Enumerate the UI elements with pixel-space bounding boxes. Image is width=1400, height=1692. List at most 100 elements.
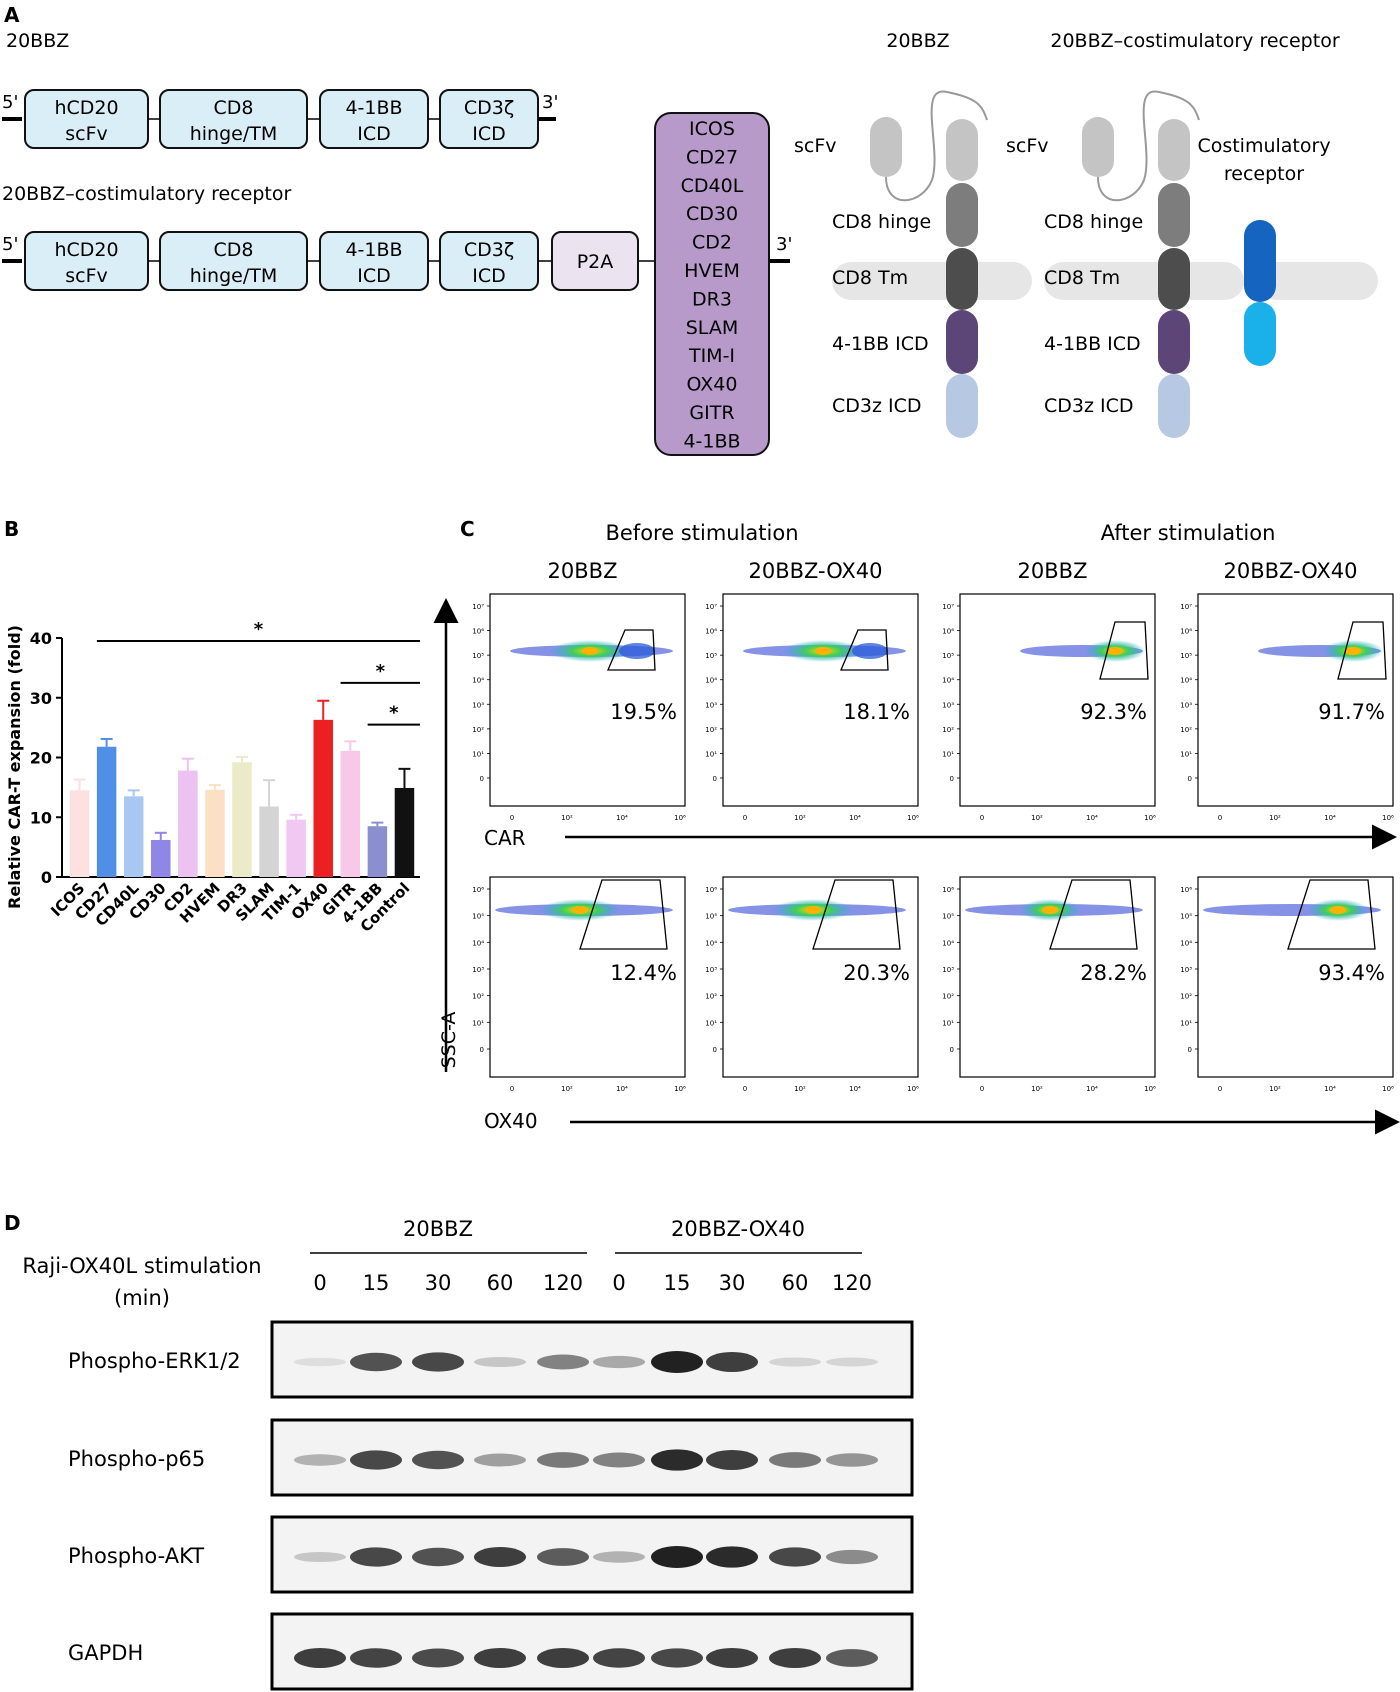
- blot-band: [651, 1546, 703, 1568]
- receptor-list-item: TIM-I: [688, 345, 735, 367]
- gene-box-line2: hinge/TM: [190, 265, 278, 287]
- bar-4-1bb: [367, 826, 388, 877]
- gene-box-hcd20: hCD20 scFv: [24, 231, 149, 291]
- timepoint-label: 15: [363, 1271, 390, 1295]
- gene-box-line1: 4-1BB: [345, 97, 402, 119]
- gene-box-line2: ICD: [472, 123, 506, 145]
- blot-band: [651, 1449, 703, 1471]
- flow-ytick-label: 10⁴: [705, 677, 717, 685]
- receptor-list-item: CD27: [686, 146, 738, 168]
- flow-ytick-label: 0: [950, 775, 954, 783]
- gene-box-line2: ICD: [357, 265, 391, 287]
- panel-a: A 20BBZ 5' 3' hCD20scFvCD8hinge/TM4-1BBI…: [2, 3, 1378, 456]
- flow-ytick-label: 10⁷: [1180, 603, 1192, 611]
- construct1-name: 20BBZ: [6, 30, 69, 52]
- construct2-name: 20BBZ–costimulatory receptor: [2, 183, 291, 205]
- flow-xtick-label: 10⁴: [616, 814, 628, 822]
- flow-column-header: 20BBZ-OX40: [1223, 559, 1357, 583]
- flow-plot: 10⁶ 10⁵ 10⁴ 10³ 10² 10¹ 0 0 10² 10⁴ 10⁶ 28.2%: [942, 876, 1156, 1093]
- gene-box-line2: hinge/TM: [190, 123, 278, 145]
- flow-ytick-label: 10⁴: [472, 939, 484, 947]
- flow-event-secondary: [852, 643, 888, 659]
- flow-gate: [1287, 879, 1376, 950]
- bar-cd40l: [123, 796, 144, 877]
- construct2-five-prime: 5': [2, 234, 18, 255]
- blot-band: [706, 1648, 758, 1668]
- panel-c-letter: C: [460, 517, 475, 541]
- flow-ytick-label: 10¹: [472, 750, 484, 758]
- flow-xtick-label: 0: [510, 814, 514, 822]
- flow-ytick-label: 10³: [705, 701, 717, 709]
- construct1-three-prime: 3': [542, 92, 558, 113]
- blot-band: [350, 1648, 402, 1668]
- p2a-label: P2A: [577, 251, 614, 273]
- flow-column-headers: 20BBZ 20BBZ-OX40 20BBZ 20BBZ-OX40: [548, 559, 1358, 583]
- gene-box-cd3: CD3ζ ICD: [439, 231, 539, 291]
- flow-xtick-label: 10⁶: [907, 1085, 919, 1093]
- costim-receptor-ext: [1244, 220, 1276, 302]
- flow-plot-frame: [959, 593, 1156, 807]
- flow-xtick-label: 10⁴: [1086, 814, 1098, 822]
- flow-xtick-label: 10²: [1031, 814, 1043, 822]
- schematic1-car: scFv CD8 hinge CD8 Tm 4-1BB ICD CD3z ICD: [794, 90, 1032, 438]
- receptor-list-item: SLAM: [686, 317, 738, 339]
- blot-band: [769, 1452, 821, 1468]
- receptor-list-item: GITR: [689, 402, 734, 424]
- group2-label: 20BBZ-OX40: [671, 1217, 805, 1241]
- construct2-gene-boxes: hCD20 scFv CD8 hinge/TM 4-1BB ICD CD3ζ ICD: [2, 231, 790, 291]
- cd8-hinge-label: CD8 hinge: [1044, 211, 1143, 233]
- flow-ytick-label: 10²: [942, 726, 954, 734]
- blot-band: [769, 1547, 821, 1567]
- flow-event-peak: [815, 647, 831, 655]
- flow-ytick-label: 10⁴: [942, 939, 954, 947]
- flow-ytick-label: 10³: [1180, 701, 1192, 709]
- gene-box-hcd20: hCD20 scFv: [24, 89, 149, 149]
- flow-ytick-label: 10²: [1180, 993, 1192, 1001]
- flow-xtick-label: 0: [980, 1085, 984, 1093]
- flow-plot: 10⁷ 10⁶ 10⁵ 10⁴ 10³ 10² 10¹ 0 0 10² 10⁴ 10⁶ 91.7%: [1180, 593, 1394, 822]
- flow-ytick-label: 10²: [705, 726, 717, 734]
- stimulation-unit: (min): [114, 1286, 170, 1310]
- flow-gate-percent: 18.1%: [843, 700, 910, 724]
- flow-plot: 10⁷ 10⁶ 10⁵ 10⁴ 10³ 10² 10¹ 0 0 10² 10⁴ 10⁶ 92.3%: [942, 593, 1156, 822]
- flow-ytick-label: 10¹: [942, 1019, 954, 1027]
- blot-band: [706, 1450, 758, 1470]
- receptor-list-item: 4-1BB: [683, 430, 740, 452]
- flow-xtick-label: 0: [1218, 814, 1222, 822]
- blot-band: [412, 1547, 464, 1567]
- blot-band: [294, 1454, 346, 1466]
- blot-phospho-p65: Phospho-p65: [68, 1418, 914, 1497]
- bar-chart-ytick-label: 10: [30, 808, 52, 827]
- blot-band: [350, 1450, 402, 1470]
- bar-chart-ylabel: Relative CAR-T expansion (fold): [5, 625, 24, 909]
- flow-gate: [607, 629, 656, 671]
- 4-1bb-icd-domain: [946, 310, 978, 374]
- flow-plot: 10⁶ 10⁵ 10⁴ 10³ 10² 10¹ 0 0 10² 10⁴ 10⁶ 20.3%: [705, 876, 919, 1093]
- gene-box-cd8: CD8 hinge/TM: [159, 89, 308, 149]
- scfv-label: scFv: [794, 135, 837, 157]
- cd8-tm-label: CD8 Tm: [1044, 267, 1120, 289]
- p2a-box: P2A: [551, 231, 639, 291]
- blot-band: [474, 1356, 526, 1368]
- flow-ytick-label: 10⁶: [705, 886, 717, 894]
- gene-box-41bb: 4-1BB ICD: [319, 89, 429, 149]
- flow-ytick-label: 10¹: [1180, 750, 1192, 758]
- schematic1-title: 20BBZ: [886, 30, 949, 52]
- flow-ytick-label: 10¹: [1180, 1019, 1192, 1027]
- blot-band: [474, 1453, 526, 1467]
- costim-receptor-icd: [1244, 302, 1276, 366]
- bar-slam: [259, 806, 279, 877]
- flow-ytick-label: 10⁶: [1180, 628, 1192, 636]
- flow-gate-percent: 19.5%: [610, 700, 677, 724]
- flow-ytick-label: 10³: [472, 966, 484, 974]
- flow-xtick-label: 10²: [1269, 1085, 1281, 1093]
- cell-membrane: [832, 262, 1032, 300]
- flow-ytick-label: 0: [713, 775, 717, 783]
- flow-ytick-label: 10⁷: [705, 603, 717, 611]
- blot-band: [593, 1355, 645, 1369]
- flow-xtick-label: 0: [980, 814, 984, 822]
- flow-ytick-label: 10⁶: [1180, 886, 1192, 894]
- flow-xtick-label: 10²: [794, 814, 806, 822]
- cd3z-icd-label: CD3z ICD: [1044, 395, 1134, 417]
